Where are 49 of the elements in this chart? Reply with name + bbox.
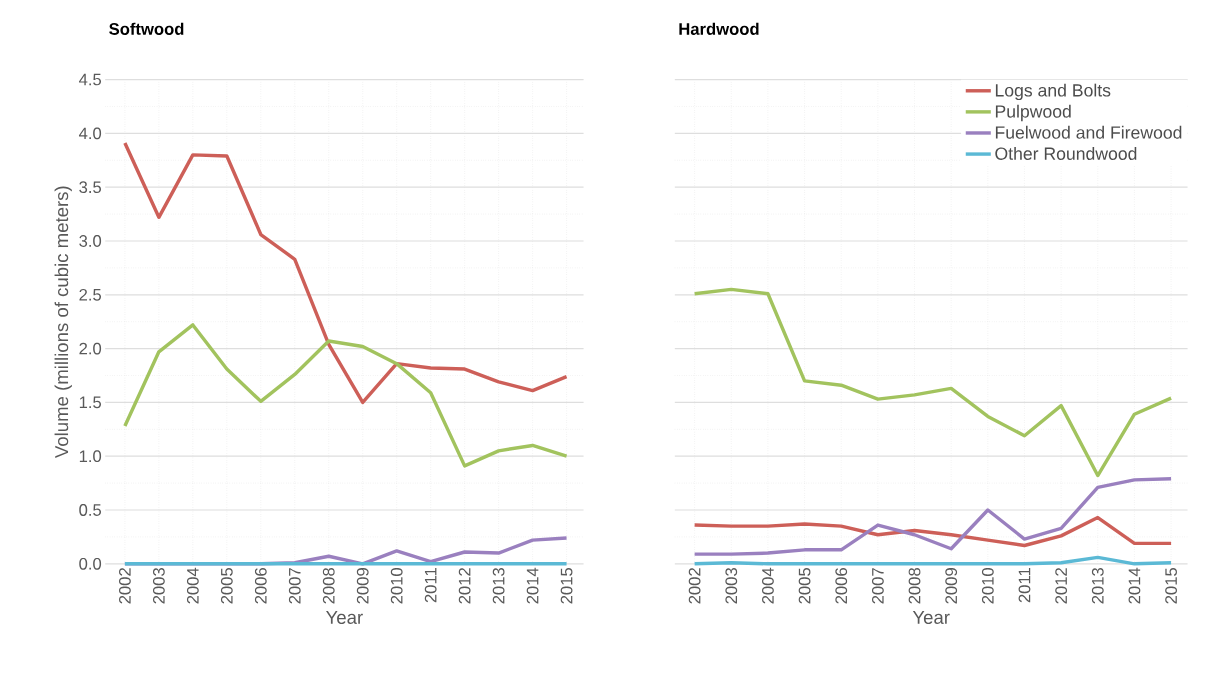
- x-tick-label: 2009: [356, 568, 369, 604]
- x-tick-label: 2007: [288, 568, 301, 604]
- x-tick-label: 2004: [186, 567, 199, 604]
- line-series: [123, 141, 569, 405]
- x-tick-label: 2006: [254, 568, 267, 604]
- y-tick-label: 1.5: [79, 396, 102, 409]
- y-tick-label: 1.0: [79, 450, 102, 463]
- x-tick-label: 2002: [119, 568, 131, 604]
- line-series: [123, 323, 569, 468]
- x-tick-label: 2015: [1165, 568, 1177, 604]
- chart-title: Hardwood: [679, 22, 759, 35]
- legend-label: Logs and Bolts: [995, 83, 1111, 101]
- legend-label: Fuelwood and Firewood: [995, 125, 1182, 139]
- x-axis-title: Year: [912, 611, 950, 625]
- x-tick-label: 2013: [492, 568, 505, 604]
- x-tick-label: 2010: [390, 568, 403, 604]
- x-tick-label: 2006: [835, 568, 848, 604]
- x-tick-label: 2003: [725, 568, 738, 604]
- y-tick-label: 3.5: [79, 181, 102, 194]
- x-tick-label: 2009: [945, 568, 958, 604]
- x-axis-title: Year: [326, 611, 363, 625]
- x-tick-label: 2004: [762, 567, 774, 604]
- x-tick-label: 2005: [220, 568, 233, 604]
- chart-title: Softwood: [109, 22, 184, 35]
- y-tick-label: 2.0: [79, 342, 102, 355]
- x-tick-label: 2003: [152, 568, 165, 604]
- y-tick-label: 4.5: [78, 73, 102, 86]
- x-tick-label: 2008: [322, 568, 335, 604]
- x-tick-label: 2010: [981, 568, 994, 604]
- x-tick-label: 2002: [688, 568, 701, 604]
- x-tick-label: 2012: [458, 568, 471, 604]
- x-tick-label: 2015: [560, 568, 573, 604]
- legend-label: Pulpwood: [995, 104, 1071, 122]
- x-tick-label: 2014: [526, 567, 539, 604]
- x-tick-label: 2011: [424, 568, 437, 603]
- y-tick-label: 3.0: [79, 235, 102, 247]
- y-tick-label: 0.5: [79, 504, 102, 517]
- x-tick-label: 2011: [1018, 568, 1031, 603]
- x-tick-label: 2014: [1128, 567, 1141, 604]
- x-tick-label: 2005: [798, 568, 811, 604]
- y-tick-label: 4.0: [78, 127, 102, 140]
- legend-label: Other Roundwood: [995, 147, 1137, 160]
- x-tick-label: 2007: [871, 568, 884, 604]
- y-tick-label: 0.0: [79, 558, 102, 570]
- x-tick-label: 2013: [1091, 568, 1104, 604]
- x-tick-label: 2012: [1055, 568, 1068, 604]
- y-tick-label: 2.5: [79, 289, 102, 301]
- y-axis-title: Volume (millions of cubic meters): [54, 186, 72, 459]
- x-tick-label: 2008: [908, 568, 921, 604]
